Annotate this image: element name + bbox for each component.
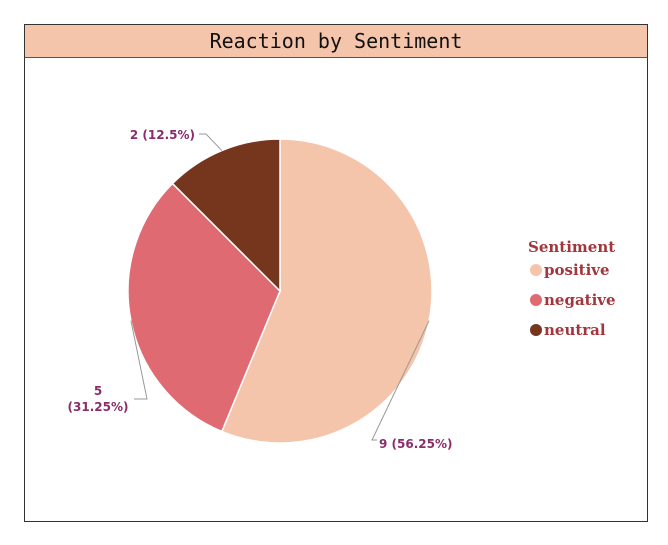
- legend-label-positive[interactable]: positive: [544, 261, 610, 279]
- leader-line-positive: [371, 320, 430, 441]
- leader-line-negative: [130, 320, 148, 400]
- data-label-positive: 9 (56.25%): [379, 437, 452, 451]
- pie-slice-neutral[interactable]: [171, 138, 281, 293]
- leader-lines: [130, 133, 430, 441]
- data-label-negative: 5 (31.25%): [68, 384, 129, 414]
- legend: Sentiment positive negative neutral: [528, 238, 616, 339]
- legend-label-neutral[interactable]: neutral: [544, 321, 606, 339]
- legend-swatch-negative: [530, 294, 542, 306]
- legend-swatch-positive: [530, 264, 542, 276]
- data-labels: 9 (56.25%) 5 (31.25%) 2 (12.5%): [68, 128, 453, 451]
- data-label-neutral: 2 (12.5%): [130, 128, 195, 142]
- chart-title: Reaction by Sentiment: [209, 29, 463, 53]
- legend-swatch-neutral: [530, 324, 542, 336]
- leader-line-neutral: [199, 133, 223, 151]
- legend-items: positive negative neutral: [530, 261, 616, 339]
- pie-slices: [127, 138, 433, 444]
- legend-label-negative[interactable]: negative: [544, 291, 616, 309]
- chart-frame: Reaction by Sentiment: [24, 24, 648, 522]
- legend-title: Sentiment: [528, 238, 615, 256]
- chart-title-bar: Reaction by Sentiment: [25, 25, 647, 58]
